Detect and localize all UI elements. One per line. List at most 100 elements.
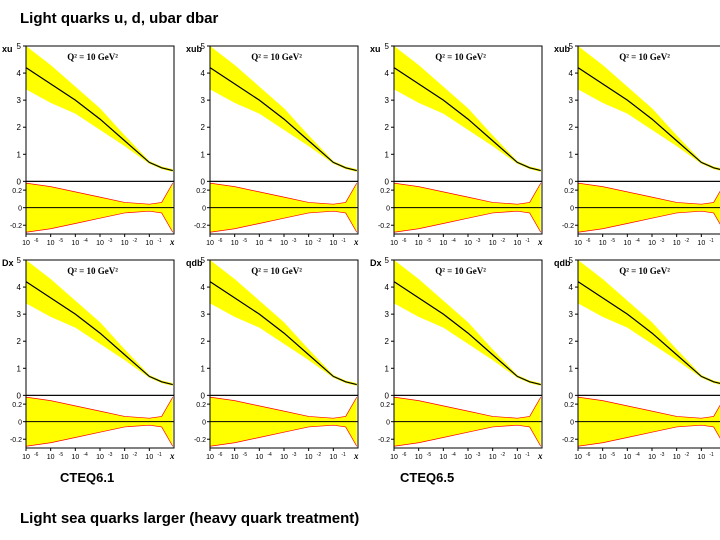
svg-text:-0.2: -0.2 [10, 223, 22, 230]
svg-text:0.2: 0.2 [196, 402, 206, 409]
svg-text:10: 10 [697, 454, 705, 461]
svg-text:10: 10 [439, 240, 447, 247]
svg-text:4: 4 [569, 69, 574, 78]
svg-text:-5: -5 [427, 238, 432, 244]
panel-5: 012345Q² = 10 GeV²-0.200.210-610-510-410… [184, 254, 364, 464]
svg-text:4: 4 [201, 69, 206, 78]
svg-text:-1: -1 [709, 452, 714, 458]
svg-text:0: 0 [570, 420, 574, 427]
svg-text:5: 5 [17, 42, 22, 51]
svg-text:5: 5 [385, 42, 390, 51]
svg-text:10: 10 [599, 240, 607, 247]
svg-text:-2: -2 [501, 238, 506, 244]
q2-label: Q² = 10 GeV² [619, 52, 670, 62]
svg-text:10: 10 [96, 240, 104, 247]
svg-text:10: 10 [206, 454, 214, 461]
label-cteq65: CTEQ6.5 [400, 470, 454, 485]
svg-text:4: 4 [201, 283, 206, 292]
y-axis-label: Dx [370, 258, 382, 268]
panel-svg: 012345Q² = 10 GeV²-0.200.210-610-510-410… [0, 254, 180, 464]
x-axis-label: x [353, 237, 359, 247]
svg-text:2: 2 [17, 337, 22, 346]
svg-text:10: 10 [439, 454, 447, 461]
svg-text:2: 2 [201, 337, 206, 346]
svg-text:10: 10 [22, 454, 30, 461]
svg-text:1: 1 [17, 364, 22, 373]
q2-label: Q² = 10 GeV² [619, 266, 670, 276]
q2-label: Q² = 10 GeV² [435, 266, 486, 276]
svg-text:-4: -4 [635, 452, 640, 458]
svg-text:-4: -4 [451, 452, 456, 458]
svg-text:-5: -5 [59, 452, 64, 458]
svg-text:10: 10 [390, 240, 398, 247]
svg-text:10: 10 [574, 240, 582, 247]
y-axis-label: xub [186, 44, 202, 54]
svg-text:-6: -6 [402, 238, 407, 244]
y-axis-label: xub [554, 44, 570, 54]
svg-text:-6: -6 [218, 452, 223, 458]
svg-text:0: 0 [385, 177, 390, 186]
x-axis-label: x [169, 451, 175, 461]
svg-text:5: 5 [385, 256, 390, 265]
svg-text:10: 10 [623, 240, 631, 247]
svg-text:10: 10 [697, 240, 705, 247]
svg-text:3: 3 [385, 310, 390, 319]
svg-text:-0.2: -0.2 [10, 437, 22, 444]
svg-text:2: 2 [201, 123, 206, 132]
svg-text:0.2: 0.2 [12, 402, 22, 409]
svg-text:10: 10 [489, 454, 497, 461]
svg-text:0: 0 [201, 391, 206, 400]
svg-text:-1: -1 [341, 238, 346, 244]
svg-text:3: 3 [201, 96, 206, 105]
q2-label: Q² = 10 GeV² [67, 266, 118, 276]
svg-text:0: 0 [202, 420, 206, 427]
svg-text:10: 10 [329, 240, 337, 247]
svg-text:-4: -4 [635, 238, 640, 244]
svg-text:10: 10 [673, 454, 681, 461]
svg-text:10: 10 [513, 240, 521, 247]
svg-text:1: 1 [385, 150, 390, 159]
svg-text:3: 3 [569, 310, 574, 319]
panel-1: 012345Q² = 10 GeV²-0.200.210-610-510-410… [184, 40, 364, 250]
svg-text:0: 0 [570, 206, 574, 213]
svg-text:10: 10 [71, 240, 79, 247]
svg-text:0: 0 [569, 177, 574, 186]
svg-text:3: 3 [201, 310, 206, 319]
svg-text:10: 10 [415, 240, 423, 247]
svg-text:-1: -1 [341, 452, 346, 458]
svg-text:1: 1 [569, 150, 574, 159]
svg-text:0: 0 [386, 420, 390, 427]
svg-text:-5: -5 [59, 238, 64, 244]
svg-text:10: 10 [96, 454, 104, 461]
svg-text:0.2: 0.2 [196, 188, 206, 195]
svg-text:0.2: 0.2 [564, 402, 574, 409]
svg-text:10: 10 [231, 454, 239, 461]
svg-text:-0.2: -0.2 [562, 437, 574, 444]
svg-text:10: 10 [145, 240, 153, 247]
panel-3: 012345Q² = 10 GeV²-0.200.210-610-510-410… [552, 40, 720, 250]
panel-4: 012345Q² = 10 GeV²-0.200.210-610-510-410… [0, 254, 180, 464]
panel-svg: 012345Q² = 10 GeV²-0.200.210-610-510-410… [368, 254, 548, 464]
svg-text:-5: -5 [243, 238, 248, 244]
panel-svg: 012345Q² = 10 GeV²-0.200.210-610-510-410… [368, 40, 548, 250]
svg-text:0: 0 [17, 177, 22, 186]
svg-text:-5: -5 [611, 238, 616, 244]
svg-text:10: 10 [390, 454, 398, 461]
y-axis-label: xu [2, 44, 13, 54]
panel-svg: 012345Q² = 10 GeV²-0.200.210-610-510-410… [0, 40, 180, 250]
svg-text:10: 10 [648, 454, 656, 461]
x-axis-label: x [169, 237, 175, 247]
svg-text:0: 0 [202, 206, 206, 213]
svg-text:10: 10 [231, 240, 239, 247]
svg-text:10: 10 [145, 454, 153, 461]
svg-text:-6: -6 [34, 238, 39, 244]
svg-text:-0.2: -0.2 [194, 437, 206, 444]
svg-text:-6: -6 [402, 452, 407, 458]
svg-text:0: 0 [17, 391, 22, 400]
svg-text:0: 0 [201, 177, 206, 186]
svg-text:-0.2: -0.2 [378, 223, 390, 230]
svg-text:-6: -6 [218, 238, 223, 244]
svg-text:1: 1 [201, 150, 206, 159]
svg-text:-5: -5 [243, 452, 248, 458]
svg-text:10: 10 [22, 240, 30, 247]
